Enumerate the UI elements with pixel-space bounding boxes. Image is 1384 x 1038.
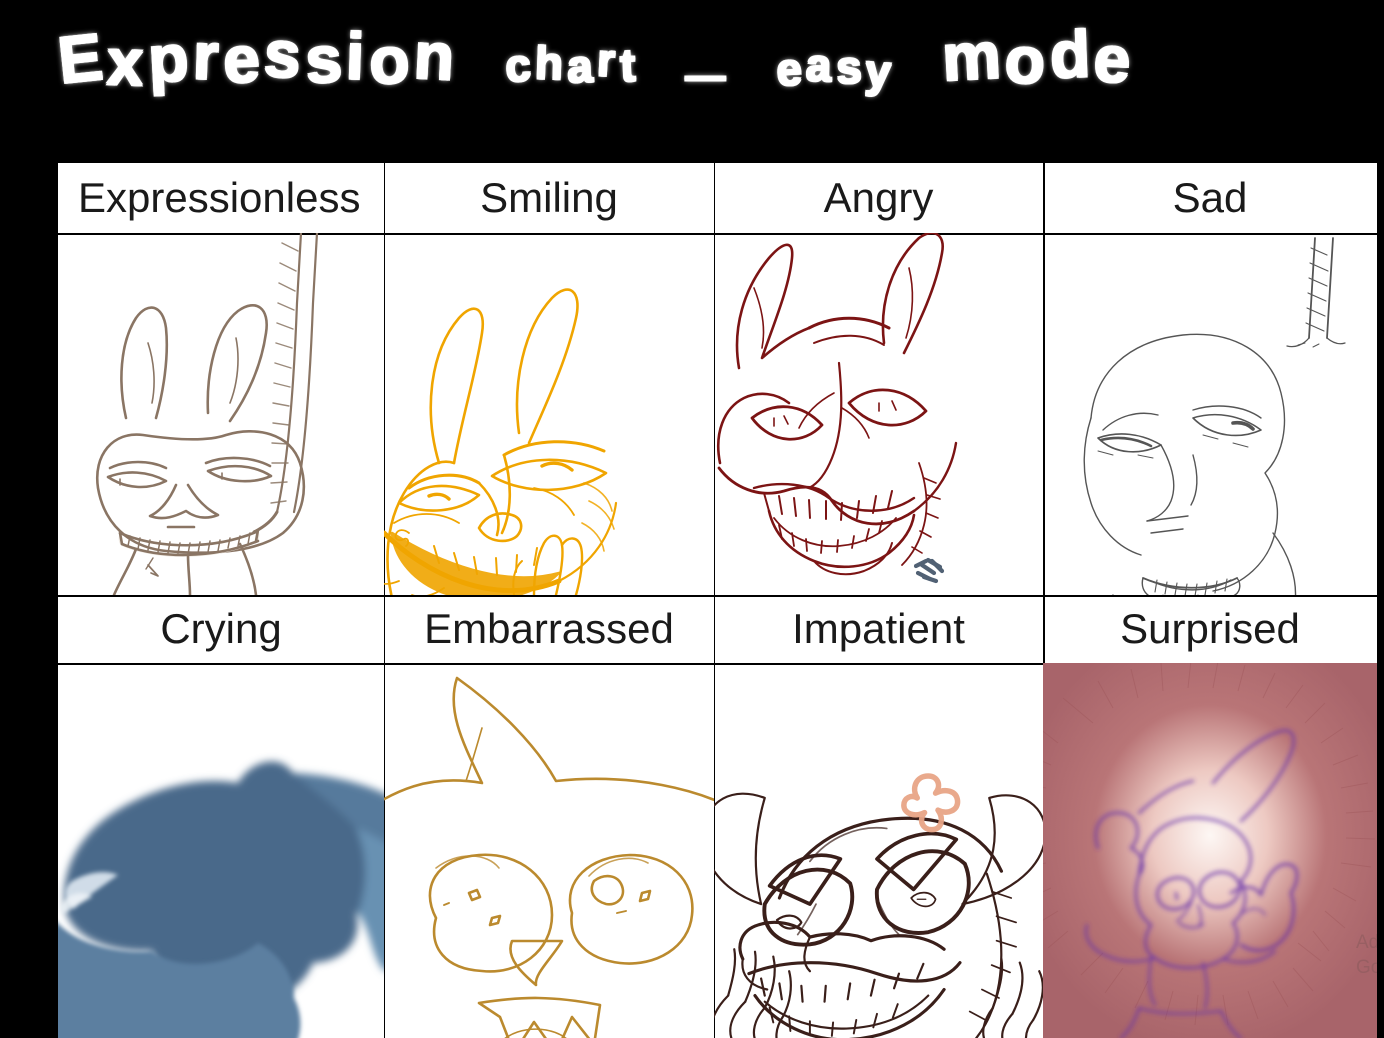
svg-text:Ad: Ad — [1356, 932, 1377, 953]
svg-text:Go: Go — [1356, 957, 1377, 978]
